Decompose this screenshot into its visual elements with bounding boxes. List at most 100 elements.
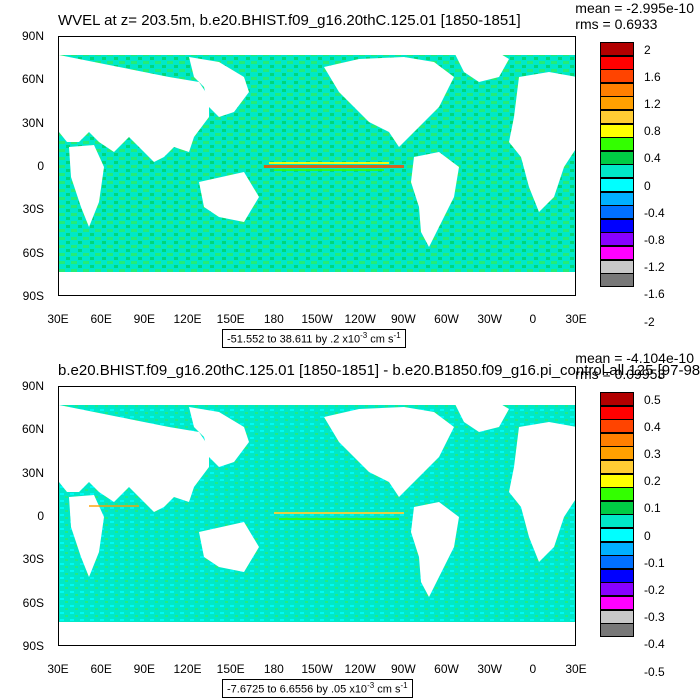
plot-title: WVEL at z= 203.5m, b.e20.BHIST.f09_g16.2… xyxy=(58,12,521,29)
stats-box: mean = -4.104e-10 rms = 0.09953 xyxy=(575,350,694,382)
colorbar-cell xyxy=(600,555,634,570)
latitude-axis: 90N 60N 30N 0 30S 60S 90S xyxy=(0,29,44,303)
longitude-axis: 30E 60E 90E 120E 150E 180 150W 120W 90W … xyxy=(47,312,586,326)
colorbar-label: 0.8 xyxy=(644,124,661,139)
colorbar-cell xyxy=(600,218,634,233)
lon-tick-label: 120W xyxy=(344,662,376,676)
land-masks xyxy=(59,387,575,645)
lat-tick-label: 30N xyxy=(21,115,44,130)
colorbar-label: 0.1 xyxy=(644,501,661,516)
lat-tick-label: 90S xyxy=(22,639,44,653)
colorbar-label: 1.2 xyxy=(644,97,661,111)
range-text: -7.6725 to 6.6556 by .05 x10 xyxy=(227,683,368,696)
lon-tick-label: 0 xyxy=(529,662,537,676)
colorbar-cell xyxy=(600,273,634,288)
lat-tick-label: 90N xyxy=(21,29,44,43)
map-plot xyxy=(58,386,576,646)
lat-tick-label: 30N xyxy=(21,465,44,480)
colorbar-label: -0.1 xyxy=(644,555,665,570)
lon-tick-label: 150E xyxy=(216,662,245,676)
colorbar-label: -0.8 xyxy=(644,233,665,247)
latitude-axis: 90N 60N 30N 0 30S 60S 90S xyxy=(0,379,44,653)
colorbar-cell xyxy=(600,191,634,206)
map-panel-wvel: WVEL at z= 203.5m, b.e20.BHIST.f09_g16.2… xyxy=(0,0,694,348)
colorbar-label: -2 xyxy=(644,314,655,329)
rms-value: rms = 0.6933 xyxy=(575,16,658,32)
colorbar-cell xyxy=(600,432,634,447)
colorbar-cell xyxy=(600,419,634,434)
lon-tick-label: 30E xyxy=(47,312,69,326)
lon-tick-label: 60W xyxy=(434,312,459,326)
lon-tick-label: 120W xyxy=(344,312,376,326)
lon-tick-label: 60E xyxy=(90,662,112,676)
colorbar-label: -0.2 xyxy=(644,583,665,597)
colorbar-cell xyxy=(600,473,634,488)
colorbar-cell xyxy=(600,110,634,124)
mean-value: mean = -4.104e-10 xyxy=(575,350,694,366)
lat-tick-label: 90S xyxy=(22,289,44,303)
colorbar-cell xyxy=(600,528,634,542)
colorbar-cell xyxy=(600,232,634,247)
colorbar-label: -0.4 xyxy=(644,205,665,220)
lat-tick-label: 30S xyxy=(22,202,44,217)
colorbar-label: 0.2 xyxy=(644,474,661,489)
longitude-axis: 30E 60E 90E 120E 150E 180 150W 120W 90W … xyxy=(47,662,586,676)
colorbar-cell xyxy=(600,623,634,638)
colorbar-cell xyxy=(600,150,634,165)
range-text: -51.552 to 38.611 by .2 x10 xyxy=(227,333,361,346)
lon-tick-label: 180 xyxy=(263,312,284,326)
colorbar-cell xyxy=(600,487,634,502)
colorbar-cell xyxy=(600,123,634,138)
colorbar-cell xyxy=(600,55,634,70)
colorbar-label: -0.4 xyxy=(644,637,665,652)
colorbar-label: 0.4 xyxy=(644,151,661,166)
colorbar-cell xyxy=(600,164,634,179)
colorbar-cell xyxy=(600,446,634,461)
lat-tick-label: 60S xyxy=(22,595,44,610)
colorbar-cell xyxy=(600,69,634,84)
colorbar-label: 0.5 xyxy=(644,392,661,407)
plot-title: b.e20.BHIST.f09_g16.20thC.125.01 [1850-1… xyxy=(58,362,700,379)
lon-tick-label: 30E xyxy=(565,662,587,676)
lon-tick-label: 150W xyxy=(301,312,333,326)
lon-tick-label: 90W xyxy=(390,662,416,676)
colorbar-label: -0.5 xyxy=(644,664,665,679)
equatorial-band xyxy=(264,162,404,171)
colorbar-cell xyxy=(600,514,634,529)
range-unit: cm s xyxy=(367,333,394,346)
lon-tick-label: 150W xyxy=(301,662,333,676)
map-panel-difference: b.e20.BHIST.f09_g16.20thC.125.01 [1850-1… xyxy=(0,350,700,700)
colorbar-cell xyxy=(600,82,634,97)
lat-tick-label: 90N xyxy=(21,379,44,393)
lat-tick-label: 60N xyxy=(21,422,44,437)
colorbar-label: 2 xyxy=(644,42,651,57)
colorbar-cell xyxy=(600,582,634,597)
ocean-map xyxy=(59,37,575,295)
colorbar-cell xyxy=(600,246,634,260)
colorbar-cell xyxy=(600,609,634,624)
colorbar-label: 0 xyxy=(644,528,651,543)
colorbar-cell xyxy=(600,500,634,515)
colorbar-label: 0 xyxy=(644,178,651,193)
land-masks xyxy=(59,37,575,295)
lon-tick-label: 60E xyxy=(90,312,112,326)
lon-tick-label: 90E xyxy=(133,312,156,326)
colorbar-cell xyxy=(600,596,634,610)
lon-tick-label: 30E xyxy=(565,312,587,326)
range-exponent: -3 xyxy=(360,331,368,340)
lon-tick-label: 30W xyxy=(477,312,502,326)
lon-tick-label: 60W xyxy=(434,662,459,676)
lon-tick-label: 90W xyxy=(390,312,416,326)
range-exponent: -3 xyxy=(367,681,375,690)
mean-value: mean = -2.995e-10 xyxy=(575,0,694,16)
lat-tick-label: 60N xyxy=(21,72,44,87)
range-unit-exponent: -1 xyxy=(393,331,401,340)
map-plot xyxy=(58,36,576,296)
colorbar-cell xyxy=(600,568,634,583)
stats-box: mean = -2.995e-10 rms = 0.6933 xyxy=(575,0,694,32)
colorbar-cell xyxy=(600,42,634,56)
colorbar-cell xyxy=(600,259,634,274)
colorbar-cell xyxy=(600,460,634,474)
lon-tick-label: 150E xyxy=(216,312,245,326)
colorbar-cell xyxy=(600,137,634,152)
